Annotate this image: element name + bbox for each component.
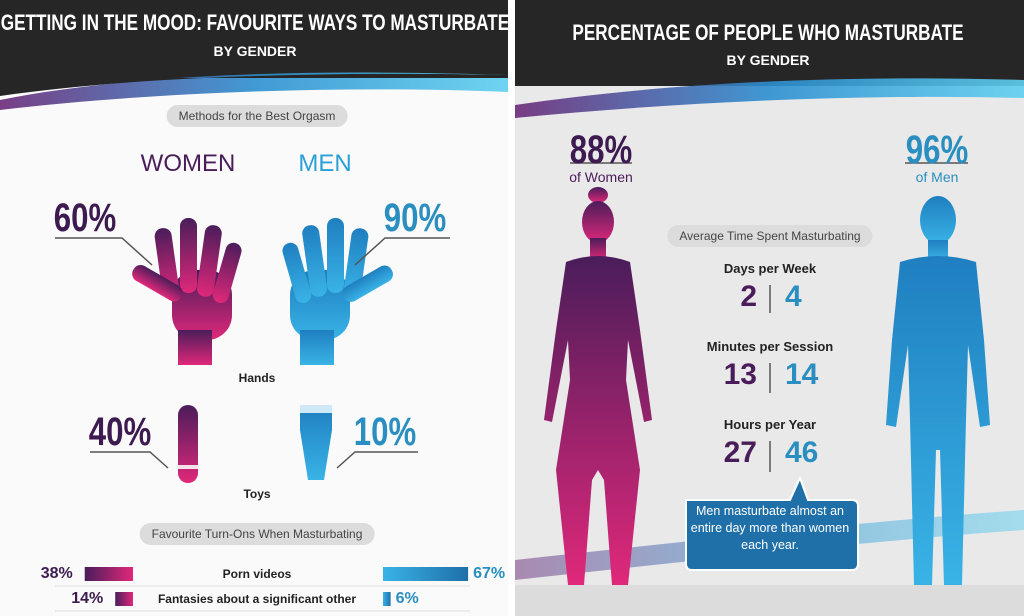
subtitle: BY GENDER (726, 52, 810, 68)
turnon-label: Fantasies about a significant other (157, 592, 357, 606)
men-stat: 46 (785, 436, 819, 469)
percent-label: of Women (569, 169, 633, 185)
women-stat: 13 (723, 358, 757, 391)
stat-label: Hours per Year (723, 417, 817, 432)
percent: 96% (905, 128, 969, 172)
subtitle: BY GENDER (213, 43, 297, 59)
callout: Men masturbate almost an entire day more… (690, 504, 850, 552)
percent-label: of Men (915, 169, 959, 185)
method-label: Hands (238, 371, 276, 385)
method-label: Toys (243, 487, 271, 501)
women-stat: 27 (723, 436, 757, 469)
section-heading: Favourite Turn-Ons When Masturbating (139, 523, 375, 545)
stat-label: Days per Week (723, 261, 817, 276)
men-value: 6% (395, 590, 419, 607)
turnon-label: Porn videos (222, 567, 292, 581)
title: GETTING IN THE MOOD: FAVOURITE WAYS TO M… (0, 10, 510, 35)
percent: 40% (88, 410, 152, 454)
men-bar (383, 567, 469, 581)
men-stat: 14 (785, 358, 819, 391)
men-value: 67% (473, 565, 506, 582)
gender-label: WOMEN (140, 150, 236, 177)
women-value: 38% (40, 565, 73, 582)
percent: 60% (53, 196, 117, 240)
section-heading: Average Time Spent Masturbating (667, 225, 873, 247)
percent: 88% (569, 128, 633, 172)
women-stat: 2 (740, 280, 757, 313)
stat-label: Minutes per Session (706, 339, 834, 354)
percent: 10% (353, 410, 417, 454)
women-bar (115, 592, 133, 606)
section-heading: Methods for the Best Orgasm (166, 105, 348, 127)
gender-label: MEN (298, 150, 352, 177)
men-bar (383, 592, 391, 606)
title: PERCENTAGE OF PEOPLE WHO MASTURBATE (572, 20, 964, 45)
percent: 90% (383, 196, 447, 240)
women-value: 14% (71, 590, 104, 607)
women-bar (84, 567, 133, 581)
men-stat: 4 (785, 280, 802, 313)
